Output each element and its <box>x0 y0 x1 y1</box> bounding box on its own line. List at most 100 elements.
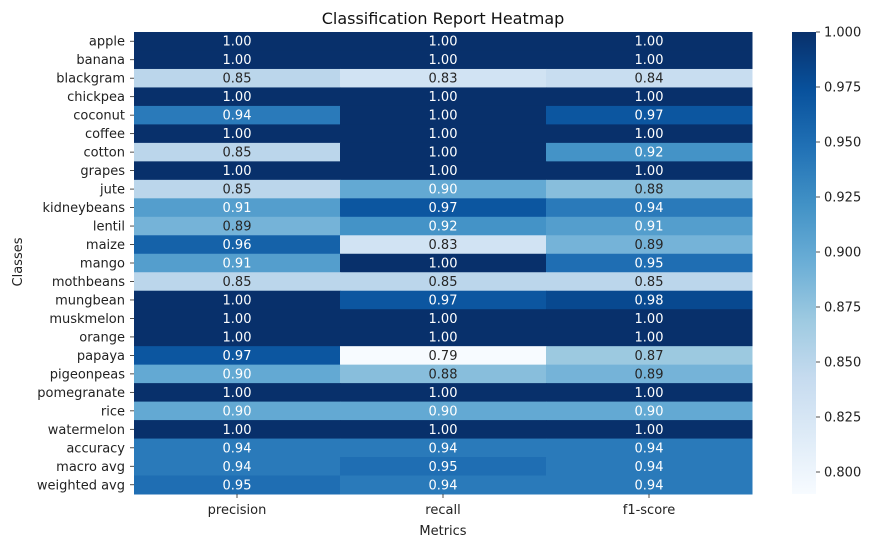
cell-value-label: 1.00 <box>635 330 664 345</box>
heatmap-cell-kidneybeans-precision <box>134 198 341 218</box>
cell-value-label: 1.00 <box>223 330 252 345</box>
row-tick-label: grapes <box>80 164 125 179</box>
heatmap-cell-jute-f1-score <box>546 179 753 199</box>
heatmap-cell-lentil-precision <box>134 216 341 236</box>
row-tick-label: mango <box>80 257 125 272</box>
heatmap-cell-coconut-f1-score <box>546 105 753 125</box>
cell-value-label: 0.94 <box>635 460 664 475</box>
heatmap-cell-apple-recall <box>340 32 547 51</box>
cell-value-label: 1.00 <box>635 35 664 50</box>
heatmap-cells: 1.00 1.00 1.00 1.00 1.00 1.00 0.85 0.83 0.84 1.00… <box>134 32 753 495</box>
row-tick-label: mungbean <box>55 293 125 308</box>
row-tick-label: jute <box>99 183 125 198</box>
cell-value-label: 1.00 <box>429 330 458 345</box>
cell-value-label: 1.00 <box>635 127 664 142</box>
heatmap-cell-blackgram-f1-score <box>546 68 753 88</box>
row-tick-label: banana <box>76 53 125 68</box>
heatmap-cell-apple-f1-score <box>546 32 753 51</box>
cell-value-label: 0.92 <box>429 220 458 235</box>
cell-value-label: 1.00 <box>223 35 252 50</box>
cell-value-label: 1.00 <box>635 423 664 438</box>
cell-value-label: 1.00 <box>429 90 458 105</box>
row-tick-label: rice <box>101 404 125 419</box>
colorbar-tick-label: 0.875 <box>824 301 861 316</box>
cell-value-label: 1.00 <box>223 127 252 142</box>
row-tick-label: chickpea <box>67 90 125 105</box>
row-tick-label: cotton <box>84 146 126 161</box>
heatmap-cell-orange-precision <box>134 327 341 347</box>
cell-value-label: 1.00 <box>223 90 252 105</box>
cell-value-label: 1.00 <box>635 90 664 105</box>
cell-value-label: 0.97 <box>635 109 664 124</box>
cell-value-label: 0.97 <box>429 201 458 216</box>
heatmap-cell-mango-recall <box>340 253 547 273</box>
row-tick-label: lentil <box>93 220 125 235</box>
row-tick-label: apple <box>89 35 125 50</box>
colorbar-tick-label: 0.925 <box>824 191 861 206</box>
heatmap-cell-maize-f1-score <box>546 235 753 255</box>
heatmap-cell-chickpea-f1-score <box>546 87 753 107</box>
cell-value-label: 0.94 <box>223 109 252 124</box>
cell-value-label: 0.97 <box>223 349 252 364</box>
colorbar-tick-label: 0.800 <box>824 466 861 481</box>
heatmap-cell-blackgram-precision <box>134 68 341 88</box>
heatmap-cell-coffee-f1-score <box>546 124 753 144</box>
heatmap-cell-accuracy-precision <box>134 438 341 458</box>
heatmap-cell-papaya-precision <box>134 346 341 366</box>
cell-value-label: 1.00 <box>429 53 458 68</box>
cell-value-label: 0.90 <box>223 404 252 419</box>
cell-value-label: 0.94 <box>635 201 664 216</box>
heatmap-cell-pomegranate-precision <box>134 383 341 403</box>
heatmap-cell-coffee-precision <box>134 124 341 144</box>
heatmap-cell-mango-f1-score <box>546 253 753 273</box>
cell-value-label: 0.91 <box>223 201 252 216</box>
heatmap-cell-lentil-recall <box>340 216 547 236</box>
heatmap-cell-pigeonpeas-precision <box>134 364 341 384</box>
cell-value-label: 1.00 <box>223 386 252 401</box>
heatmap-cell-accuracy-f1-score <box>546 438 753 458</box>
row-tick-label: macro avg <box>56 460 125 475</box>
cell-value-label: 0.90 <box>635 404 664 419</box>
heatmap-cell-banana-f1-score <box>546 50 753 70</box>
cell-value-label: 1.00 <box>223 293 252 308</box>
row-tick-label: orange <box>79 330 125 345</box>
heatmap-cell-watermelon-recall <box>340 420 547 440</box>
cell-value-label: 1.00 <box>429 164 458 179</box>
heatmap-cell-papaya-recall <box>340 346 547 366</box>
cell-value-label: 0.96 <box>223 238 252 253</box>
cell-value-label: 0.79 <box>429 349 458 364</box>
cell-value-label: 0.90 <box>429 183 458 198</box>
cell-value-label: 0.88 <box>429 367 458 382</box>
heatmap-cell-orange-f1-score <box>546 327 753 347</box>
row-tick-label: mothbeans <box>52 275 125 290</box>
colorbar-tick-label: 1.000 <box>824 26 861 41</box>
row-tick-label: muskmelon <box>49 312 125 327</box>
row-tick-label: maize <box>86 238 125 253</box>
cell-value-label: 0.85 <box>223 275 252 290</box>
cell-value-label: 0.89 <box>223 220 252 235</box>
colorbar-tick-label: 0.850 <box>824 356 861 371</box>
heatmap-cell-jute-precision <box>134 179 341 199</box>
cell-value-label: 0.94 <box>635 441 664 456</box>
heatmap-cell-pigeonpeas-f1-score <box>546 364 753 384</box>
row-tick-label: coffee <box>85 127 125 142</box>
cell-value-label: 0.95 <box>635 257 664 272</box>
colorbar-tick-label: 0.975 <box>824 81 861 96</box>
heatmap-cell-muskmelon-f1-score <box>546 309 753 329</box>
row-tick-label: accuracy <box>66 441 125 456</box>
heatmap-cell-pigeonpeas-recall <box>340 364 547 384</box>
heatmap-cell-rice-f1-score <box>546 401 753 421</box>
cell-value-label: 0.83 <box>429 72 458 87</box>
cell-value-label: 1.00 <box>223 423 252 438</box>
cell-value-label: 0.85 <box>223 72 252 87</box>
heatmap-cell-grapes-recall <box>340 161 547 181</box>
heatmap-cell-watermelon-precision <box>134 420 341 440</box>
heatmap-cell-watermelon-f1-score <box>546 420 753 440</box>
colorbar-tick-label: 0.950 <box>824 136 861 151</box>
heatmap-cell-cotton-precision <box>134 142 341 162</box>
heatmap-cell-rice-recall <box>340 401 547 421</box>
cell-value-label: 0.92 <box>635 146 664 161</box>
cell-value-label: 1.00 <box>429 35 458 50</box>
heatmap-cell-coffee-recall <box>340 124 547 144</box>
